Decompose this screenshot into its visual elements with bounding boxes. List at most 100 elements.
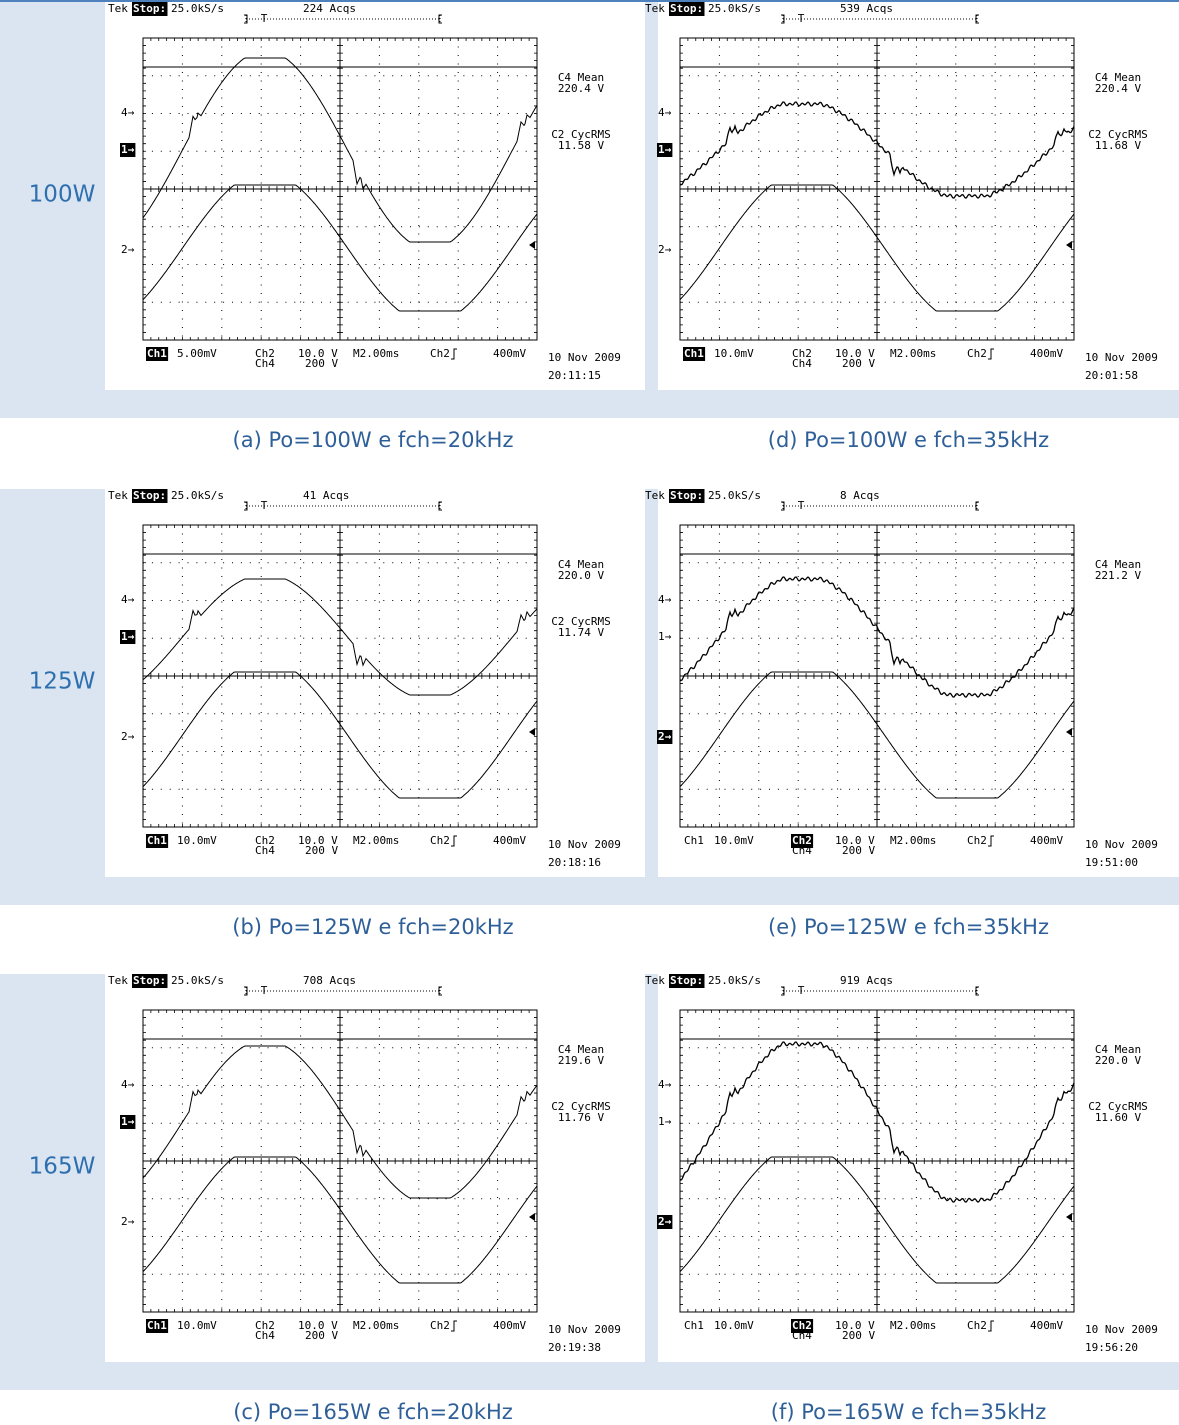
scope-acqs: 708 Acqs [303, 974, 356, 987]
scope-time: 19:56:20 [1085, 1341, 1138, 1354]
scope-screen [105, 2, 645, 390]
caption: (c) Po=165W e fch=20kHz [233, 1400, 513, 1424]
scope-time: 20:18:16 [548, 856, 601, 869]
readout-ch4: Ch4 [255, 357, 275, 370]
readout-ch1-scale: 10.0mV [714, 347, 754, 360]
channel-marker: 1→ [658, 630, 672, 643]
figure: 100WTekStop:25.0kS/s224 AcqsT4→1→2→C4 Me… [0, 0, 1179, 1425]
scope-acqs: 539 Acqs [840, 2, 893, 15]
readout-ch1-scale: 10.0mV [714, 1319, 754, 1332]
scope-brand: Tek [108, 489, 128, 502]
measurement-value: 220.0 V [558, 569, 605, 582]
readout-trig-level: 400mV [493, 834, 526, 847]
scope-date: 10 Nov 2009 [1085, 838, 1158, 851]
readout-trig-src: Ch2 [430, 347, 450, 360]
caption: (b) Po=125W e fch=20kHz [232, 915, 513, 939]
readout-trig-level: 400mV [493, 347, 526, 360]
trigger-mark: T [798, 12, 805, 25]
caption: (e) Po=125W e fch=35kHz [768, 915, 1049, 939]
measurement-value: 220.4 V [558, 82, 605, 95]
readout-trig-src: Ch2 [967, 834, 987, 847]
readout-ch4: Ch4 [792, 357, 812, 370]
scope-date: 10 Nov 2009 [548, 1323, 621, 1336]
readout-timebase: M2.00ms [890, 1319, 936, 1332]
readout-trig-src: Ch2 [430, 834, 450, 847]
scope-rate: 25.0kS/s [708, 489, 761, 502]
row-label: 125W [29, 669, 96, 695]
scope-screen [658, 974, 1179, 1362]
scope-state: Stop: [133, 2, 166, 15]
scope-brand: Tek [645, 974, 665, 987]
readout-ch4: Ch4 [255, 1329, 275, 1342]
caption: (d) Po=100W e fch=35kHz [768, 428, 1049, 452]
readout-ch1-scale: 10.0mV [714, 834, 754, 847]
scope-time: 20:19:38 [548, 1341, 601, 1354]
scope-state: Stop: [670, 2, 703, 15]
scope-rate: 25.0kS/s [171, 974, 224, 987]
readout-ch4-scale: 200 V [842, 357, 875, 370]
readout-ch4: Ch4 [792, 1329, 812, 1342]
scope-brand: Tek [108, 974, 128, 987]
scope-time: 20:11:15 [548, 369, 601, 382]
readout-ch4-scale: 200 V [305, 357, 338, 370]
measurement-value: 11.74 V [558, 626, 605, 639]
channel-marker: 4→ [658, 593, 672, 606]
channel-marker: 1→ [121, 143, 135, 156]
measurement-value: 221.2 V [1095, 569, 1142, 582]
trigger-mark: T [798, 984, 805, 997]
measurement-value: 11.58 V [558, 139, 605, 152]
scope-time: 19:51:00 [1085, 856, 1138, 869]
scope-state: Stop: [670, 974, 703, 987]
row-label: 100W [29, 182, 96, 208]
scope-screen [658, 489, 1179, 877]
readout-timebase: M2.00ms [890, 347, 936, 360]
trigger-mark: T [261, 499, 268, 512]
readout-trig-level: 400mV [1030, 1319, 1063, 1332]
measurement-value: 220.0 V [1095, 1054, 1142, 1067]
channel-marker: 1→ [658, 1115, 672, 1128]
scope-date: 10 Nov 2009 [548, 838, 621, 851]
trigger-mark: T [261, 984, 268, 997]
scope-date: 10 Nov 2009 [548, 351, 621, 364]
readout-trig-level: 400mV [493, 1319, 526, 1332]
readout-ch1: Ch1 [147, 347, 167, 360]
scope-brand: Tek [645, 489, 665, 502]
channel-marker: 2→ [658, 243, 672, 256]
readout-ch4-scale: 200 V [305, 844, 338, 857]
readout-timebase: M2.00ms [353, 347, 399, 360]
trigger-mark: T [261, 12, 268, 25]
readout-ch1: Ch1 [147, 834, 167, 847]
channel-marker: 2→ [121, 243, 135, 256]
channel-marker: 2→ [658, 1215, 672, 1228]
scope-state: Stop: [670, 489, 703, 502]
caption: (f) Po=165W e fch=35kHz [771, 1400, 1046, 1424]
scope-acqs: 8 Acqs [840, 489, 880, 502]
readout-ch1: Ch1 [684, 834, 704, 847]
channel-marker: 1→ [658, 143, 672, 156]
measurement-value: 11.60 V [1095, 1111, 1142, 1124]
caption: (a) Po=100W e fch=20kHz [233, 428, 514, 452]
readout-trig-src: Ch2 [967, 1319, 987, 1332]
channel-marker: 4→ [121, 593, 135, 606]
scope-acqs: 919 Acqs [840, 974, 893, 987]
scope-screen [658, 2, 1179, 390]
row-label: 165W [29, 1154, 96, 1180]
scope-rate: 25.0kS/s [708, 974, 761, 987]
scope-state: Stop: [133, 974, 166, 987]
scope-date: 10 Nov 2009 [1085, 351, 1158, 364]
readout-timebase: M2.00ms [353, 1319, 399, 1332]
scope-rate: 25.0kS/s [171, 489, 224, 502]
channel-marker: 1→ [121, 1115, 135, 1128]
readout-ch1-scale: 10.0mV [177, 1319, 217, 1332]
readout-trig-src: Ch2 [967, 347, 987, 360]
scope-brand: Tek [108, 2, 128, 15]
scope-date: 10 Nov 2009 [1085, 1323, 1158, 1336]
channel-marker: 4→ [658, 106, 672, 119]
scope-time: 20:01:58 [1085, 369, 1138, 382]
channel-marker: 2→ [121, 730, 135, 743]
readout-ch1-scale: 5.00mV [177, 347, 217, 360]
channel-marker: 1→ [121, 630, 135, 643]
scope-acqs: 224 Acqs [303, 2, 356, 15]
readout-ch4-scale: 200 V [305, 1329, 338, 1342]
readout-timebase: M2.00ms [890, 834, 936, 847]
